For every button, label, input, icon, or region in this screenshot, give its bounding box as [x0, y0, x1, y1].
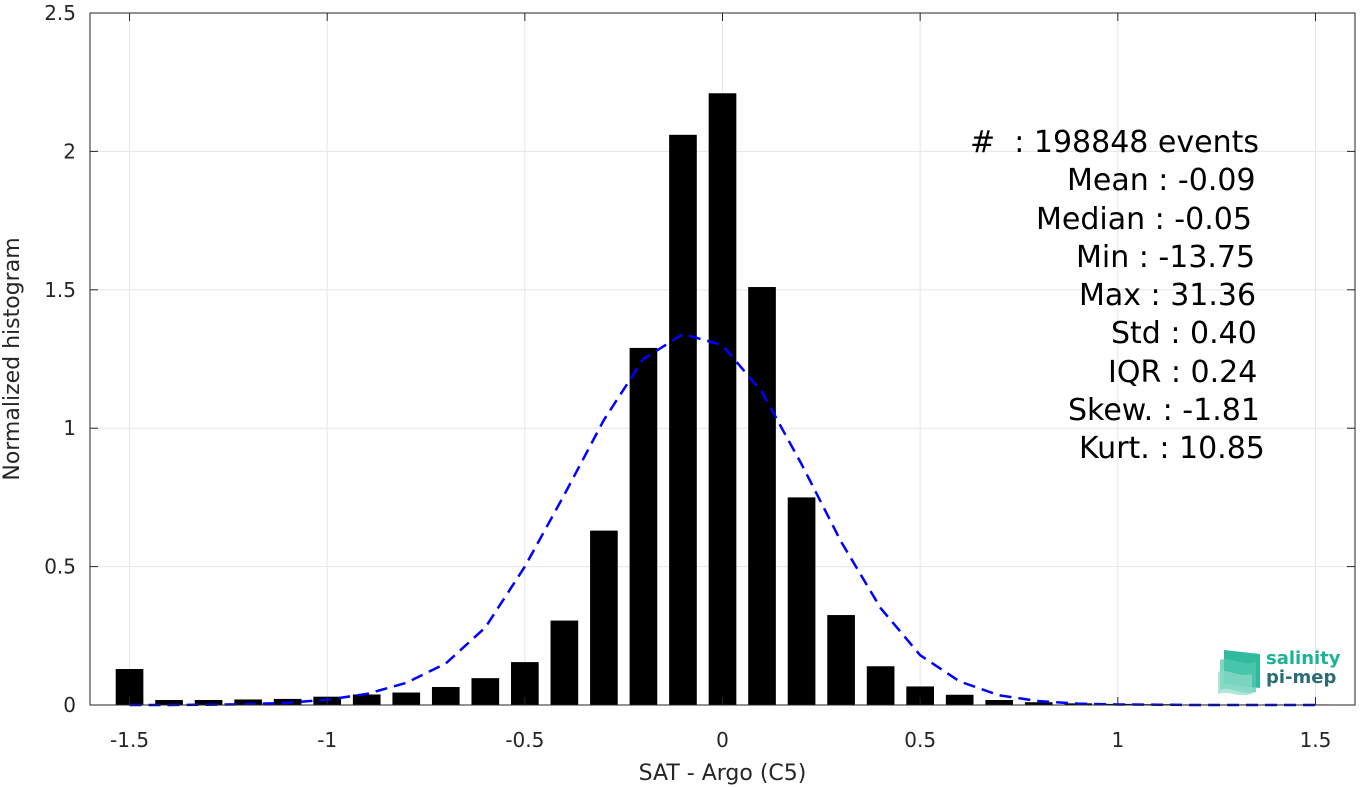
histogram-bar — [392, 692, 421, 705]
histogram-bars — [115, 93, 1330, 706]
histogram-bar — [827, 615, 855, 705]
stat-iqr: IQR : 0.24 — [1108, 354, 1258, 390]
y-tick-label: 2.5 — [44, 1, 76, 25]
y-tick-label: 1.5 — [44, 278, 76, 302]
histogram-bar — [629, 347, 658, 705]
histogram-bar — [669, 134, 697, 706]
histogram-bar — [787, 497, 816, 705]
y-tick-label: 2 — [63, 139, 76, 163]
y-tick-label: 1 — [63, 416, 76, 440]
histogram-bar — [431, 687, 460, 705]
x-tick-label: -0.5 — [505, 728, 544, 752]
statistics-annotation: # : 198848 events Mean : -0.09 Median : … — [900, 124, 1280, 469]
y-axis-label: Normalized histogram — [0, 237, 25, 480]
logo-text: salinity pi-mep — [1266, 649, 1341, 687]
histogram-bar — [1024, 702, 1053, 705]
x-tick-label: -1 — [317, 728, 337, 752]
logo-waves-icon — [1218, 650, 1260, 696]
histogram-bar — [906, 686, 934, 705]
stat-max: Max : 31.36 — [1079, 278, 1257, 314]
histogram-bar — [985, 700, 1014, 705]
x-tick-label: 1 — [1111, 728, 1124, 752]
histogram-bar — [194, 700, 223, 705]
histogram-bar — [352, 694, 381, 705]
histogram-bar — [550, 620, 579, 705]
histogram-bar — [471, 678, 500, 705]
stat-events: # : 198848 events — [970, 125, 1259, 160]
logo-line-pimep: pi-mep — [1266, 667, 1337, 688]
stat-std: Std : 0.40 — [1111, 316, 1257, 352]
x-tick-label: 0 — [716, 728, 729, 752]
histogram-bar — [155, 700, 183, 705]
histogram-bar — [234, 699, 262, 705]
x-tick-label: 0.5 — [904, 728, 936, 752]
histogram-bar — [945, 694, 974, 705]
x-axis-label: SAT - Argo (C5) — [639, 761, 807, 786]
stat-kurt: Kurt. : 10.85 — [1079, 431, 1265, 467]
x-tick-label: 1.5 — [1300, 728, 1332, 752]
y-axis-ticks: 0 0.5 1 1.5 2 2.5 — [44, 1, 1355, 717]
histogram-bar — [590, 530, 618, 705]
logo-line-salinity: salinity — [1266, 648, 1341, 669]
x-axis-ticks: -1.5 -1 -0.5 0 0.5 1 1.5 — [110, 13, 1331, 752]
stat-median: Median : -0.05 — [1036, 201, 1252, 237]
histogram-bar — [748, 287, 776, 705]
histogram-bar — [866, 666, 895, 705]
salinity-pi-mep-logo: salinity pi-mep — [1216, 646, 1346, 696]
stat-min: Min : -13.75 — [1076, 239, 1256, 275]
y-tick-label: 0 — [63, 693, 76, 717]
stat-mean: Mean : -0.09 — [1067, 163, 1256, 199]
x-tick-label: -1.5 — [110, 728, 149, 752]
histogram-bar — [708, 93, 737, 706]
stat-skew: Skew. : -1.81 — [1068, 393, 1260, 429]
y-tick-label: 0.5 — [44, 555, 76, 579]
